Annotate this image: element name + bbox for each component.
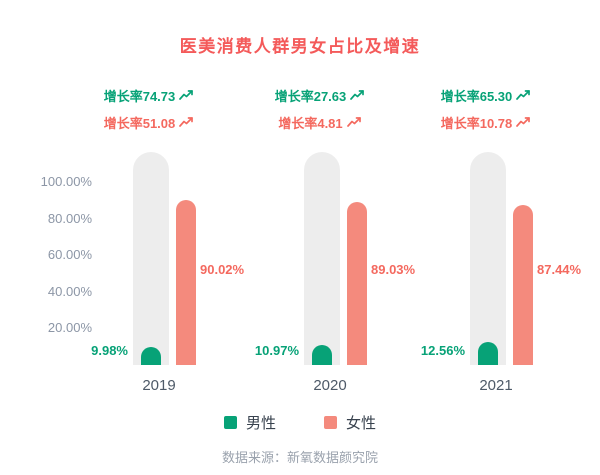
data-source-footer: 数据来源：新氧数据颜究院 xyxy=(221,450,378,465)
female-value-label: 90.02% xyxy=(200,262,245,277)
y-axis-tick-label: 60.00% xyxy=(47,247,92,263)
legend-label: 女性 xyxy=(346,415,377,432)
legend-item: 男性 xyxy=(223,412,276,433)
female-value-label: 89.03% xyxy=(371,262,416,277)
growth-annotation-female: 增长率4.81 xyxy=(235,113,405,131)
growth-label-female: 增长率4.81 xyxy=(278,115,343,131)
y-axis-tick-label: 40.00% xyxy=(47,283,92,299)
female-bar xyxy=(176,200,196,365)
legend-item: 女性 xyxy=(324,412,376,433)
female-bar xyxy=(513,204,533,365)
trend-up-icon xyxy=(350,90,365,100)
male-value-label: 12.56% xyxy=(420,343,465,358)
growth-label-male: 增长率27.63 xyxy=(274,88,347,104)
male-bar xyxy=(478,342,498,365)
male-bar xyxy=(141,346,161,365)
bar-track xyxy=(304,152,340,365)
legend-label: 男性 xyxy=(245,415,276,432)
trend-up-icon xyxy=(346,117,361,127)
x-axis-year-label: 2019 xyxy=(142,377,176,394)
growth-annotation-male: 增长率65.30 xyxy=(401,86,571,104)
female-value-label: 87.44% xyxy=(537,262,582,277)
growth-annotation-male: 增长率74.73 xyxy=(64,86,234,104)
y-axis-tick-label: 100.00% xyxy=(40,174,92,189)
growth-label-female: 增长率51.08 xyxy=(103,115,176,131)
bar-track xyxy=(470,152,506,365)
growth-label-female: 增长率10.78 xyxy=(440,115,513,131)
y-axis-tick-label: 80.00% xyxy=(47,210,92,226)
trend-up-icon xyxy=(179,117,194,127)
male-bar xyxy=(312,344,332,365)
growth-label-male: 增长率65.30 xyxy=(440,88,513,104)
chart-title: 医美消费人群男女占比及增速 xyxy=(179,37,421,56)
growth-annotation-female: 增长率10.78 xyxy=(401,113,571,131)
female-bar xyxy=(347,202,367,365)
x-axis-year-label: 2020 xyxy=(313,377,347,394)
male-value-label: 9.98% xyxy=(91,343,128,358)
growth-annotation-female: 增长率51.08 xyxy=(64,113,234,131)
trend-up-icon xyxy=(516,90,531,100)
male-value-label: 10.97% xyxy=(254,343,299,358)
legend-swatch xyxy=(223,416,237,429)
x-axis-year-label: 2021 xyxy=(479,377,513,394)
growth-annotation-male: 增长率27.63 xyxy=(235,86,405,104)
growth-label-male: 增长率74.73 xyxy=(103,88,176,104)
trend-up-icon xyxy=(516,117,531,127)
trend-up-icon xyxy=(179,90,194,100)
y-axis-tick-label: 20.00% xyxy=(47,320,92,336)
legend: 男性 女性 xyxy=(0,412,600,433)
legend-swatch xyxy=(324,416,337,429)
bar-track xyxy=(133,152,169,365)
